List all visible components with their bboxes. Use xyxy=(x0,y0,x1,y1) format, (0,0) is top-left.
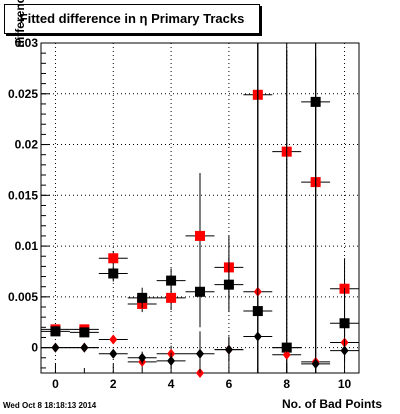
x-tick-label: 0 xyxy=(52,377,59,391)
x-tick-label: 10 xyxy=(338,377,352,391)
data-point-diamond xyxy=(80,342,89,353)
y-tick-label: 0.03 xyxy=(15,36,39,50)
y-tick-label: 0 xyxy=(31,341,38,355)
data-point-diamond xyxy=(282,349,291,360)
data-point-diamond xyxy=(253,331,262,342)
data-point-diamond xyxy=(224,344,233,355)
y-tick-label: 0.005 xyxy=(8,290,38,304)
data-point-square xyxy=(79,327,90,338)
data-point-diamond xyxy=(51,342,60,353)
data-point-square xyxy=(195,230,205,241)
data-point-diamond xyxy=(109,348,118,359)
data-point-diamond xyxy=(340,345,349,356)
chart-title-box: Fitted difference in η Primary Tracks xyxy=(4,4,260,34)
x-tick-label: 2 xyxy=(110,377,117,391)
x-axis-label: No. of Bad Points xyxy=(282,397,382,411)
data-point-diamond xyxy=(109,334,118,345)
data-point-square xyxy=(50,326,61,337)
data-point-square xyxy=(166,292,177,303)
data-point-diamond xyxy=(282,342,291,353)
data-point-square xyxy=(223,279,234,290)
y-tick-label: 0.01 xyxy=(15,239,39,253)
data-point-square xyxy=(137,292,148,303)
data-point-diamond xyxy=(167,355,176,366)
tick-labels: 0 2 4 6 8 10 0 0.005 0.01 0.015 0.02 0.025 0.03 xyxy=(8,36,352,391)
data-point-diamond xyxy=(196,348,204,359)
x-tick-label: 8 xyxy=(283,377,290,391)
y-tick-label: 0.025 xyxy=(8,87,38,101)
data-marks xyxy=(41,43,359,378)
y-tick-label: 0.015 xyxy=(8,188,38,202)
x-tick-label: 4 xyxy=(168,377,175,391)
data-point-diamond xyxy=(138,352,147,363)
data-point-square xyxy=(108,268,119,279)
data-point-square xyxy=(195,286,205,297)
data-point-diamond xyxy=(311,358,320,369)
data-point-square xyxy=(166,275,177,286)
x-tick-label: 6 xyxy=(226,377,233,391)
chart-title: Fitted difference in η Primary Tracks xyxy=(19,11,245,26)
timestamp: Wed Oct 8 18:18:13 2014 xyxy=(3,401,97,410)
y-tick-label: 0.02 xyxy=(15,138,39,152)
data-point-square xyxy=(108,253,119,264)
y-axis-label: difference in xyxy=(13,0,27,48)
